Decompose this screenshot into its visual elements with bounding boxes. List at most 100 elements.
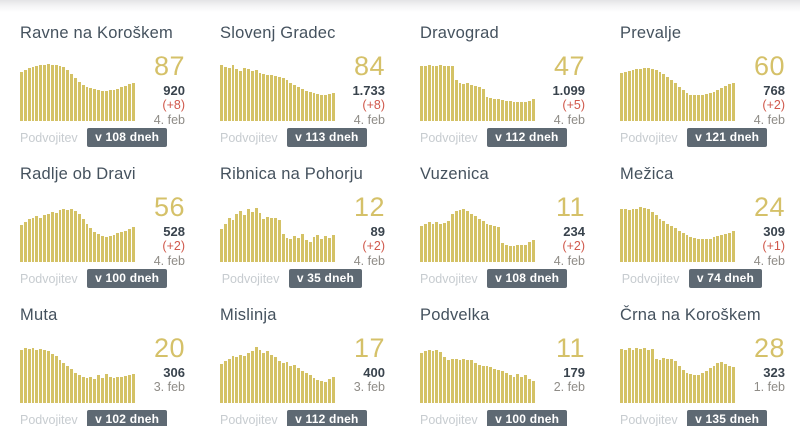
chart-bar — [724, 86, 728, 121]
daily-cases-bar-chart — [220, 202, 335, 262]
chart-bar — [66, 210, 70, 262]
chart-bar — [489, 367, 493, 403]
chart-bar — [643, 348, 647, 403]
chart-bar — [454, 211, 458, 262]
chart-bar — [474, 363, 477, 403]
chart-bar — [731, 231, 735, 262]
chart-bar — [223, 67, 227, 121]
chart-bar — [112, 89, 116, 121]
chart-bar — [112, 235, 116, 262]
chart-bar — [116, 233, 120, 262]
daily-cases-bar-chart — [620, 61, 735, 121]
chart-bar — [43, 350, 47, 403]
chart-bar — [270, 75, 274, 121]
municipality-card[interactable]: Ribnica na Pohorju 12 89 (+2) 4. feb Pod… — [200, 150, 400, 291]
municipality-card[interactable]: Dravograd 47 1.099 (+5) 4. feb Podvojite… — [400, 9, 600, 150]
chart-bar — [701, 239, 704, 262]
municipality-card[interactable]: Črna na Koroškem 28 323 1. feb Podvojite… — [600, 291, 800, 426]
card-main: 12 89 (+2) 4. feb — [220, 192, 386, 268]
chart-bar — [258, 350, 262, 403]
chart-bar — [39, 217, 43, 262]
chart-bar — [239, 70, 243, 121]
chart-bar — [481, 88, 485, 121]
chart-bar — [254, 70, 258, 121]
chart-bar — [324, 382, 328, 403]
doubling-label: Podvojitev — [220, 130, 278, 145]
chart-bar — [458, 359, 462, 403]
chart-bar — [474, 216, 477, 262]
chart-bar — [497, 370, 501, 403]
municipality-card[interactable]: Podvelka 11 179 2. feb Podvojitev v 100 … — [400, 291, 600, 426]
card-footer: Podvojitev v 100 dneh — [20, 269, 186, 288]
municipality-card[interactable]: Radlje ob Dravi 56 528 (+2) 4. feb Podvo… — [0, 150, 200, 291]
chart-bar — [66, 70, 70, 121]
municipality-card[interactable]: Prevalje 60 768 (+2) 4. feb Podvojitev v… — [600, 9, 800, 150]
chart-bar — [497, 99, 501, 121]
chart-bar — [31, 67, 35, 121]
chart-bar — [631, 70, 635, 121]
chart-bar — [289, 365, 293, 403]
chart-bar — [93, 379, 97, 403]
municipality-name: Mislinja — [220, 306, 277, 324]
chart-bar — [708, 368, 712, 403]
chart-bar — [508, 375, 512, 403]
municipality-card[interactable]: Vuzenica 11 234 (+2) 4. feb Podvojitev v… — [400, 150, 600, 291]
chart-bar — [504, 100, 508, 121]
chart-bar — [662, 358, 666, 403]
municipality-name: Radlje ob Dravi — [20, 165, 136, 183]
chart-bar — [70, 369, 74, 403]
chart-bar — [231, 356, 235, 403]
chart-bar — [262, 218, 266, 262]
municipality-card[interactable]: Muta 20 306 3. feb Podvojitev v 102 dneh — [0, 291, 200, 426]
chart-bar — [704, 370, 708, 403]
last-data-date: 2. feb — [553, 380, 585, 394]
active-cases-count: 12 — [353, 192, 385, 222]
card-footer: Podvojitev v 100 dneh — [420, 410, 586, 426]
card-stats: 60 768 (+2) 4. feb — [754, 53, 785, 128]
chart-bar — [450, 66, 454, 121]
doubling-label: Podvojitev — [420, 130, 478, 145]
chart-bar — [250, 212, 254, 262]
municipality-card[interactable]: Slovenj Gradec 84 1.733 (+8) 4. feb Podv… — [200, 9, 400, 150]
chart-bar — [81, 218, 85, 262]
chart-bar — [131, 373, 135, 403]
municipality-card[interactable]: Mislinja 17 400 3. feb Podvojitev v 112 … — [200, 291, 400, 426]
card-footer: Podvojitev v 112 dneh — [420, 128, 586, 147]
total-cases-count: 768 — [763, 83, 785, 98]
municipality-card[interactable]: Mežica 24 309 (+1) 4. feb Podvojitev v 7… — [600, 150, 800, 291]
chart-bar — [420, 65, 423, 121]
chart-bar — [66, 365, 70, 403]
chart-bar — [108, 236, 112, 262]
card-main: 87 920 (+8) 4. feb — [20, 51, 186, 127]
chart-bar — [708, 238, 712, 262]
chart-bar — [531, 381, 535, 403]
chart-bar — [462, 209, 466, 262]
chart-bar — [704, 239, 708, 262]
last-data-date: 3. feb — [353, 380, 385, 394]
card-main: 84 1.733 (+8) 4. feb — [220, 51, 386, 127]
card-main: 11 234 (+2) 4. feb — [420, 192, 586, 268]
last-data-date: 1. feb — [753, 380, 785, 394]
chart-bar — [716, 89, 720, 121]
chart-bar — [85, 223, 89, 262]
municipality-card[interactable]: Ravne na Koroškem 87 920 (+8) 4. feb Pod… — [0, 9, 200, 150]
municipality-name: Podvelka — [420, 306, 490, 324]
chart-bar — [250, 71, 254, 121]
chart-bar — [266, 350, 270, 403]
card-stats: 20 306 3. feb — [154, 335, 185, 395]
chart-bar — [631, 209, 635, 262]
chart-bar — [685, 235, 689, 262]
chart-bar — [654, 215, 658, 262]
chart-bar — [285, 80, 289, 121]
chart-bar — [654, 358, 658, 403]
daily-cases-bar-chart — [420, 343, 535, 403]
chart-bar — [450, 359, 454, 403]
chart-bar — [504, 245, 508, 262]
chart-bar — [131, 227, 135, 262]
chart-bar — [289, 239, 293, 262]
chart-bar — [227, 67, 231, 121]
chart-bar — [674, 361, 677, 403]
chart-bar — [728, 365, 731, 403]
new-cases-delta: (+2) — [562, 239, 585, 253]
chart-bar — [443, 223, 447, 262]
